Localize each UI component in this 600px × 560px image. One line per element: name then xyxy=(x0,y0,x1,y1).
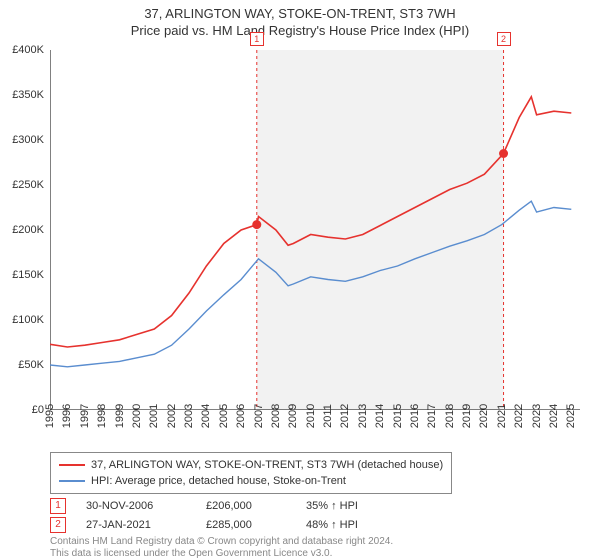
event-marker: 1 xyxy=(50,498,66,514)
x-tick-label: 2018 xyxy=(444,404,456,428)
legend-swatch xyxy=(59,464,85,466)
y-tick-label: £200K xyxy=(0,224,44,236)
event-marker: 2 xyxy=(50,517,66,533)
event-row: 2 27-JAN-2021 £285,000 48% ↑ HPI xyxy=(50,517,406,533)
x-tick-label: 2005 xyxy=(218,404,230,428)
event-price: £285,000 xyxy=(206,519,286,531)
event-price: £206,000 xyxy=(206,500,286,512)
events-table: 1 30-NOV-2006 £206,000 35% ↑ HPI 2 27-JAN-202… xyxy=(50,498,406,536)
event-pct: 48% ↑ HPI xyxy=(306,519,406,531)
x-tick-label: 2023 xyxy=(531,404,543,428)
y-tick-label: £300K xyxy=(0,134,44,146)
chart-container: 37, ARLINGTON WAY, STOKE-ON-TRENT, ST3 7… xyxy=(0,0,600,560)
y-tick-label: £400K xyxy=(0,44,44,56)
x-tick-label: 2016 xyxy=(409,404,421,428)
y-tick-label: £100K xyxy=(0,314,44,326)
y-tick-label: £50K xyxy=(0,359,44,371)
x-tick-label: 2010 xyxy=(305,404,317,428)
chart-marker: 2 xyxy=(497,32,511,46)
x-tick-label: 2002 xyxy=(166,404,178,428)
title-line-1: 37, ARLINGTON WAY, STOKE-ON-TRENT, ST3 7… xyxy=(0,6,600,21)
y-tick-label: £0 xyxy=(0,404,44,416)
x-tick-label: 1999 xyxy=(114,404,126,428)
x-tick-label: 2006 xyxy=(235,404,247,428)
y-tick-label: £350K xyxy=(0,89,44,101)
y-tick-label: £250K xyxy=(0,179,44,191)
chart-marker: 1 xyxy=(250,32,264,46)
x-tick-label: 1996 xyxy=(61,404,73,428)
x-tick-label: 2019 xyxy=(461,404,473,428)
x-tick-label: 2011 xyxy=(322,404,334,428)
chart-area: £0£50K£100K£150K£200K£250K£300K£350K£400… xyxy=(50,50,580,410)
x-tick-label: 2007 xyxy=(253,404,265,428)
x-tick-label: 2014 xyxy=(374,404,386,428)
footer-line-2: This data is licensed under the Open Gov… xyxy=(50,548,393,560)
footer-attribution: Contains HM Land Registry data © Crown c… xyxy=(50,536,393,560)
x-tick-label: 2000 xyxy=(131,404,143,428)
x-tick-label: 2020 xyxy=(478,404,490,428)
legend-item: 37, ARLINGTON WAY, STOKE-ON-TRENT, ST3 7… xyxy=(59,457,443,473)
x-tick-label: 2012 xyxy=(339,404,351,428)
event-date: 27-JAN-2021 xyxy=(86,519,186,531)
x-tick-label: 2004 xyxy=(200,404,212,428)
x-tick-label: 2025 xyxy=(565,404,577,428)
x-tick-label: 1995 xyxy=(44,404,56,428)
x-tick-label: 1998 xyxy=(96,404,108,428)
x-tick-label: 2008 xyxy=(270,404,282,428)
legend-label: HPI: Average price, detached house, Stok… xyxy=(91,473,346,489)
legend-item: HPI: Average price, detached house, Stok… xyxy=(59,473,443,489)
y-tick-label: £150K xyxy=(0,269,44,281)
x-tick-label: 2017 xyxy=(426,404,438,428)
event-row: 1 30-NOV-2006 £206,000 35% ↑ HPI xyxy=(50,498,406,514)
chart-svg xyxy=(50,50,580,410)
x-tick-label: 2003 xyxy=(183,404,195,428)
legend-label: 37, ARLINGTON WAY, STOKE-ON-TRENT, ST3 7… xyxy=(91,457,443,473)
legend-swatch xyxy=(59,480,85,482)
event-date: 30-NOV-2006 xyxy=(86,500,186,512)
x-tick-label: 2001 xyxy=(148,404,160,428)
event-pct: 35% ↑ HPI xyxy=(306,500,406,512)
x-tick-label: 2021 xyxy=(496,404,508,428)
x-tick-label: 2022 xyxy=(513,404,525,428)
legend: 37, ARLINGTON WAY, STOKE-ON-TRENT, ST3 7… xyxy=(50,452,452,494)
x-tick-label: 2013 xyxy=(357,404,369,428)
x-tick-label: 2009 xyxy=(287,404,299,428)
x-tick-label: 2015 xyxy=(392,404,404,428)
x-tick-label: 1997 xyxy=(79,404,91,428)
footer-line-1: Contains HM Land Registry data © Crown c… xyxy=(50,536,393,548)
x-tick-label: 2024 xyxy=(548,404,560,428)
